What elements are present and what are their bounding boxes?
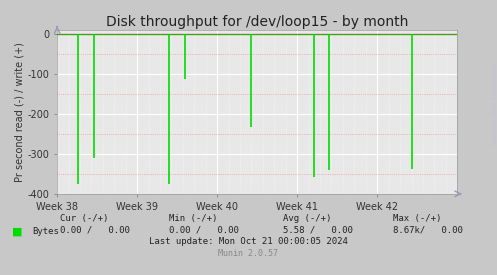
- Text: 5.58 /   0.00: 5.58 / 0.00: [283, 226, 353, 234]
- Text: Last update: Mon Oct 21 00:00:05 2024: Last update: Mon Oct 21 00:00:05 2024: [149, 237, 348, 246]
- Text: Avg (-/+): Avg (-/+): [283, 214, 331, 223]
- Text: 8.67k/   0.00: 8.67k/ 0.00: [393, 226, 463, 234]
- Text: Cur (-/+): Cur (-/+): [60, 214, 108, 223]
- Text: 0.00 /   0.00: 0.00 / 0.00: [169, 226, 239, 234]
- Text: Max (-/+): Max (-/+): [393, 214, 441, 223]
- Title: Disk throughput for /dev/loop15 - by month: Disk throughput for /dev/loop15 - by mon…: [106, 15, 409, 29]
- Y-axis label: Pr second read (-) / write (+): Pr second read (-) / write (+): [15, 42, 25, 182]
- Text: Munin 2.0.57: Munin 2.0.57: [219, 249, 278, 258]
- Text: Min (-/+): Min (-/+): [169, 214, 217, 223]
- Text: Bytes: Bytes: [32, 227, 59, 236]
- Text: ■: ■: [12, 226, 23, 236]
- Text: RRDTOOL / TOBI OETIKER: RRDTOOL / TOBI OETIKER: [491, 64, 496, 145]
- Text: 0.00 /   0.00: 0.00 / 0.00: [60, 226, 130, 234]
